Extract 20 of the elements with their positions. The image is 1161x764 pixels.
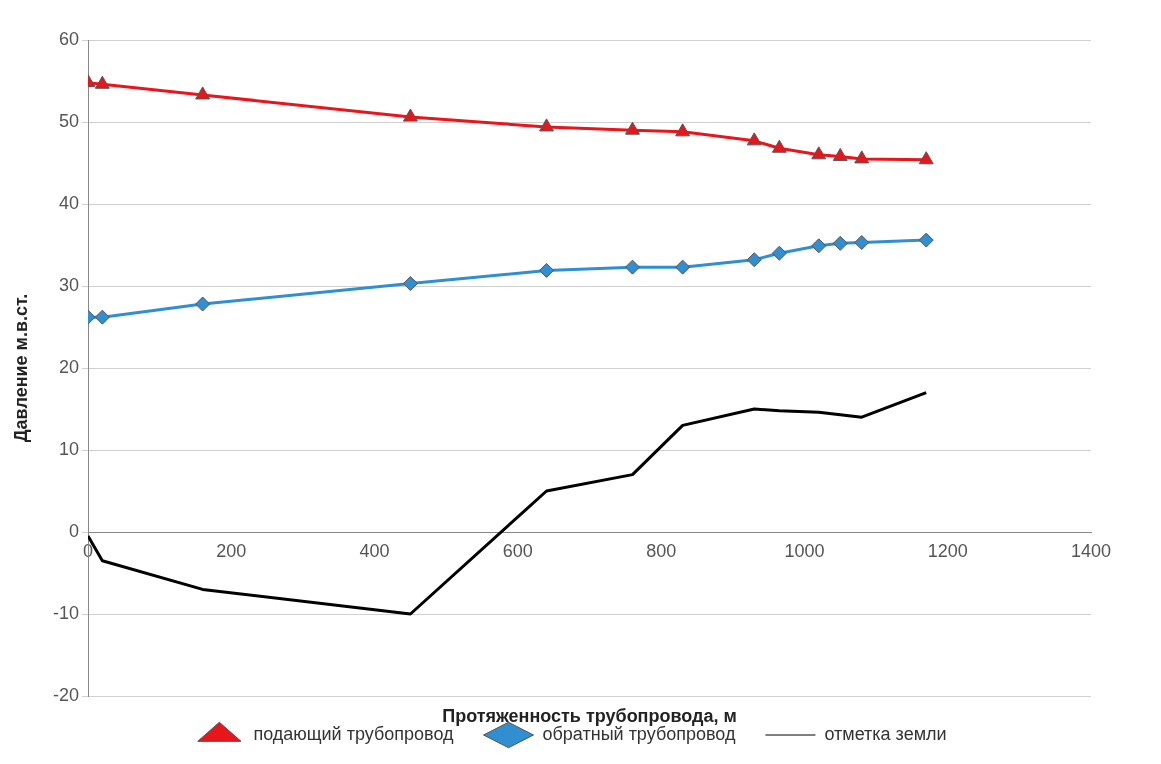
x-tick-label: 200	[216, 540, 247, 561]
x-tick-label: 400	[359, 540, 390, 561]
y-tick-label: 10	[58, 438, 80, 459]
y-tick-label: 30	[58, 274, 80, 295]
y-tick-label: 20	[58, 356, 80, 377]
y-tick-label: -20	[53, 684, 80, 705]
legend-label: подающий трубопровод	[253, 723, 454, 744]
y-tick-label: 60	[58, 28, 80, 49]
x-tick-label: 1200	[927, 540, 968, 561]
y-tick-label: -10	[53, 602, 80, 623]
x-tick-label: 800	[646, 540, 677, 561]
y-tick-label: 0	[69, 520, 80, 541]
y-axis-title: Давление м.в.ст.	[10, 293, 31, 443]
legend-label: отметка земли	[824, 723, 947, 744]
x-tick-label: 1000	[784, 540, 825, 561]
y-tick-label: 50	[58, 110, 80, 131]
x-tick-label: 600	[502, 540, 533, 561]
y-tick-label: 40	[58, 192, 80, 213]
x-tick-label: 1400	[1070, 540, 1112, 561]
x-axis-title: Протяженность трубопровода, м	[442, 705, 737, 726]
